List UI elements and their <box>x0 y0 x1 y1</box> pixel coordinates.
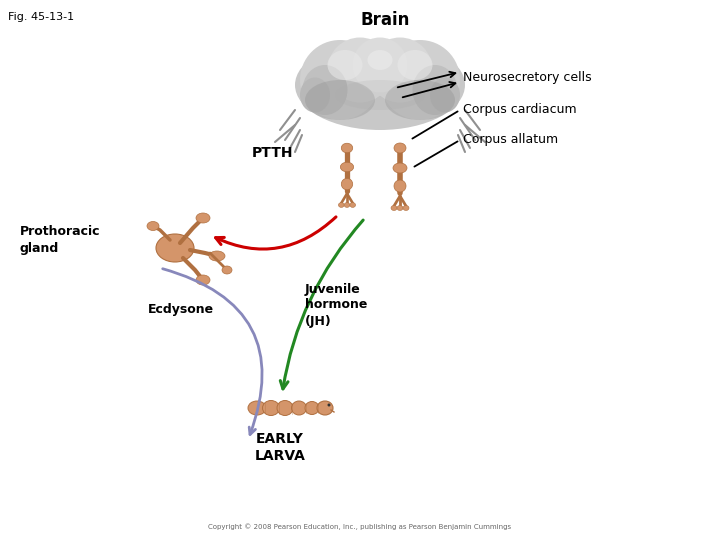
Ellipse shape <box>341 162 354 172</box>
Ellipse shape <box>156 234 194 262</box>
Ellipse shape <box>263 401 279 415</box>
Text: Corpus cardiacum: Corpus cardiacum <box>463 104 577 117</box>
Ellipse shape <box>292 401 307 415</box>
Ellipse shape <box>397 50 433 80</box>
Text: EARLY
LARVA: EARLY LARVA <box>255 432 305 463</box>
Ellipse shape <box>394 143 406 153</box>
Ellipse shape <box>196 275 210 285</box>
Ellipse shape <box>367 37 433 103</box>
Ellipse shape <box>300 78 330 112</box>
Ellipse shape <box>302 65 348 115</box>
Ellipse shape <box>300 40 380 120</box>
Ellipse shape <box>367 50 392 70</box>
Ellipse shape <box>248 401 266 415</box>
Text: Copyright © 2008 Pearson Education, Inc., publishing as Pearson Benjamin Cumming: Copyright © 2008 Pearson Education, Inc.… <box>208 523 512 530</box>
Ellipse shape <box>305 402 319 415</box>
Ellipse shape <box>341 143 353 153</box>
Ellipse shape <box>350 202 356 207</box>
Ellipse shape <box>328 37 392 103</box>
Ellipse shape <box>380 40 460 120</box>
Ellipse shape <box>335 80 425 110</box>
FancyArrowPatch shape <box>163 269 262 435</box>
Ellipse shape <box>209 251 225 261</box>
Ellipse shape <box>328 50 362 80</box>
Ellipse shape <box>341 178 353 190</box>
Ellipse shape <box>295 40 465 130</box>
Ellipse shape <box>397 206 403 211</box>
Ellipse shape <box>277 401 293 415</box>
Text: Juvenile
hormone
(JH): Juvenile hormone (JH) <box>305 282 367 327</box>
Circle shape <box>328 403 330 407</box>
Ellipse shape <box>196 213 210 223</box>
Ellipse shape <box>430 78 460 112</box>
Ellipse shape <box>305 80 375 120</box>
Ellipse shape <box>403 206 409 211</box>
Ellipse shape <box>413 65 457 115</box>
Ellipse shape <box>147 221 159 231</box>
Text: Fig. 45-13-1: Fig. 45-13-1 <box>8 12 74 22</box>
Text: Brain: Brain <box>360 11 410 29</box>
Ellipse shape <box>393 163 407 173</box>
Ellipse shape <box>317 401 333 415</box>
Ellipse shape <box>385 80 455 120</box>
Ellipse shape <box>391 206 397 211</box>
FancyArrowPatch shape <box>280 220 363 389</box>
Ellipse shape <box>344 202 350 207</box>
Ellipse shape <box>353 37 408 92</box>
Ellipse shape <box>222 266 232 274</box>
FancyArrowPatch shape <box>215 217 336 249</box>
Ellipse shape <box>338 202 344 207</box>
Text: Neurosecretory cells: Neurosecretory cells <box>463 71 592 84</box>
Text: PTTH: PTTH <box>251 146 293 160</box>
Text: Ecdysone: Ecdysone <box>148 303 214 316</box>
Ellipse shape <box>394 180 406 192</box>
Text: Corpus allatum: Corpus allatum <box>463 133 558 146</box>
Text: Prothoracic
gland: Prothoracic gland <box>20 225 101 255</box>
